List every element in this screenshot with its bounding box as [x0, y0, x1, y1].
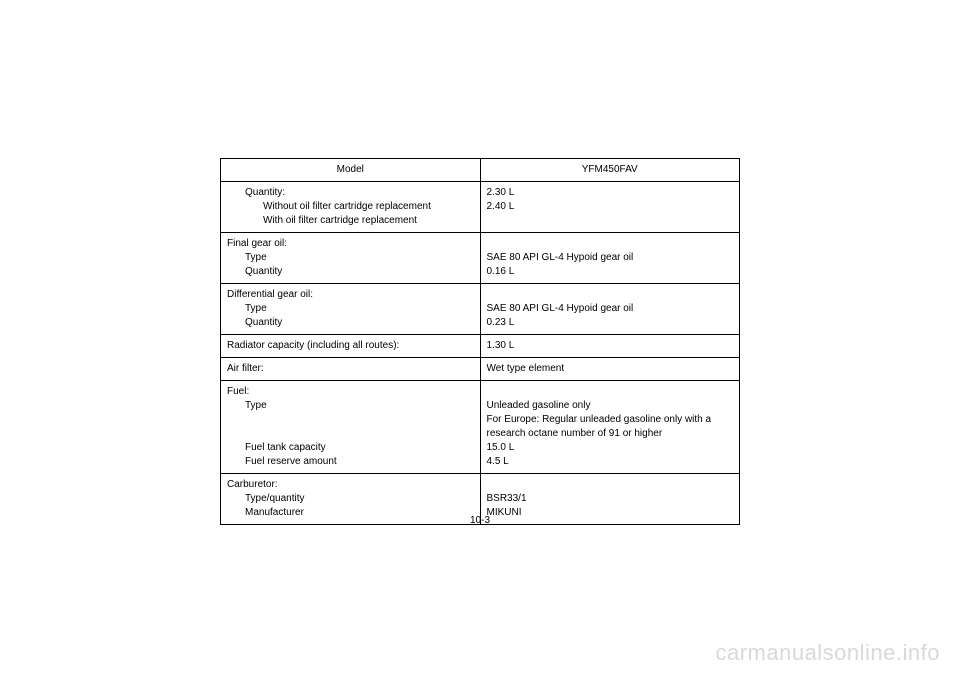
- table-row: Quantity: Without oil filter cartridge r…: [221, 182, 740, 233]
- value-text: SAE 80 API GL-4 Hypoid gear oil: [487, 251, 734, 265]
- spec-table: Model YFM450FAV Quantity: Without oil fi…: [220, 158, 740, 525]
- cell-label: Radiator capacity (including all routes)…: [221, 335, 481, 358]
- value-text: 0.16 L: [487, 265, 734, 279]
- label-text: Final gear oil:: [227, 237, 474, 251]
- value-text: BSR33/1: [487, 492, 734, 506]
- table-row: Air filter: Wet type element: [221, 358, 740, 381]
- label-text: Air filter:: [227, 362, 474, 376]
- table-row: Fuel: Type Fuel tank capacity Fuel reser…: [221, 381, 740, 474]
- header-model-label: Model: [221, 159, 481, 182]
- cell-value: 1.30 L: [480, 335, 740, 358]
- value-text: Unleaded gasoline only: [487, 399, 734, 413]
- value-text: 4.5 L: [487, 455, 734, 469]
- cell-value: Wet type element: [480, 358, 740, 381]
- table-row: Radiator capacity (including all routes)…: [221, 335, 740, 358]
- table-row: Final gear oil: Type Quantity SAE 80 API…: [221, 233, 740, 284]
- cell-label: Quantity: Without oil filter cartridge r…: [221, 182, 481, 233]
- value-text: SAE 80 API GL-4 Hypoid gear oil: [487, 302, 734, 316]
- value-text: 2.40 L: [487, 200, 734, 214]
- label-text: Without oil filter cartridge replacement: [227, 200, 474, 214]
- cell-label: Fuel: Type Fuel tank capacity Fuel reser…: [221, 381, 481, 474]
- cell-label: Air filter:: [221, 358, 481, 381]
- value-text: [487, 478, 734, 492]
- cell-value: SAE 80 API GL-4 Hypoid gear oil 0.23 L: [480, 284, 740, 335]
- label-text: [227, 427, 474, 441]
- value-text: Wet type element: [487, 362, 734, 376]
- label-text: Quantity: [227, 265, 474, 279]
- label-text: Carburetor:: [227, 478, 474, 492]
- table-header-row: Model YFM450FAV: [221, 159, 740, 182]
- header-model-value: YFM450FAV: [480, 159, 740, 182]
- label-text: [227, 413, 474, 427]
- page: Model YFM450FAV Quantity: Without oil fi…: [0, 0, 960, 678]
- value-text: 2.30 L: [487, 186, 734, 200]
- label-text: Quantity: [227, 316, 474, 330]
- value-text: [487, 385, 734, 399]
- value-text: 0.23 L: [487, 316, 734, 330]
- value-text: [487, 288, 734, 302]
- label-text: Fuel tank capacity: [227, 441, 474, 455]
- label-text: Type: [227, 251, 474, 265]
- label-text: Type/quantity: [227, 492, 474, 506]
- cell-value: 2.30 L 2.40 L: [480, 182, 740, 233]
- value-text: 15.0 L: [487, 441, 734, 455]
- cell-value: SAE 80 API GL-4 Hypoid gear oil 0.16 L: [480, 233, 740, 284]
- label-text: Quantity:: [227, 186, 474, 200]
- value-text: For Europe: Regular unleaded gasoline on…: [487, 413, 734, 441]
- label-text: Fuel:: [227, 385, 474, 399]
- label-text: With oil filter cartridge replacement: [227, 214, 474, 228]
- label-text: Fuel reserve amount: [227, 455, 474, 469]
- label-text: Differential gear oil:: [227, 288, 474, 302]
- value-text: [487, 237, 734, 251]
- watermark: carmanualsonline.info: [715, 640, 940, 666]
- table-row: Differential gear oil: Type Quantity SAE…: [221, 284, 740, 335]
- label-text: Radiator capacity (including all routes)…: [227, 339, 474, 353]
- cell-value: Unleaded gasoline only For Europe: Regul…: [480, 381, 740, 474]
- label-text: Type: [227, 399, 474, 413]
- label-text: Type: [227, 302, 474, 316]
- cell-label: Final gear oil: Type Quantity: [221, 233, 481, 284]
- page-number: 10-3: [0, 515, 960, 526]
- cell-label: Differential gear oil: Type Quantity: [221, 284, 481, 335]
- value-text: 1.30 L: [487, 339, 734, 353]
